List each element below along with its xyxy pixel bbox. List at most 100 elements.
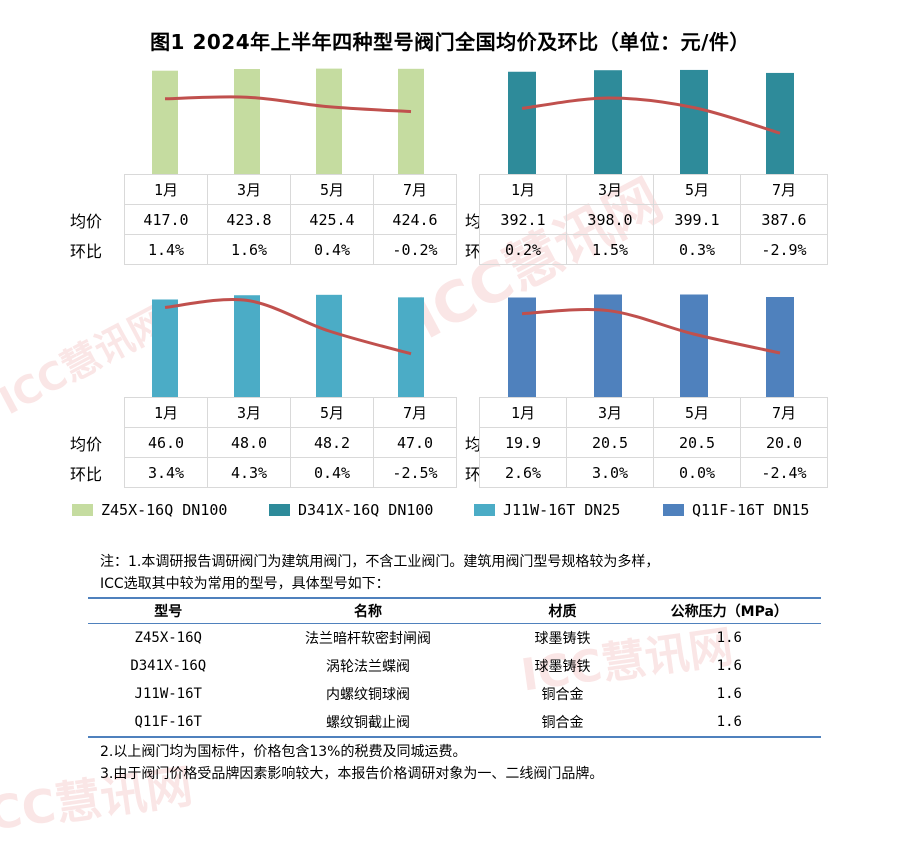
spec-cell: 1.6 <box>716 686 742 702</box>
value-label: 417.0 <box>124 204 208 235</box>
legend-item: Q11F-16T DN15 <box>663 501 809 519</box>
category-label: 3月 <box>207 174 291 205</box>
legend-item: J11W-16T DN25 <box>474 501 620 519</box>
chart-panel-d341x: 1月 3月 5月 7月 均价 392.1 398.0 399.1 387.6 环… <box>465 62 885 272</box>
bar-4 <box>766 72 794 174</box>
row-label-mom: 环比 <box>70 464 103 484</box>
mom-label: 0.4% <box>290 457 374 488</box>
bar-1 <box>508 71 536 174</box>
note-line: 3.由于阀门价格受品牌因素影响较大，本报告价格调研对象为一、二线阀门品牌。 <box>100 766 604 782</box>
value-label: 423.8 <box>207 204 291 235</box>
category-label: 7月 <box>740 397 828 428</box>
spec-header: 型号 <box>88 597 249 624</box>
model-spec-table: 型号 名称 材质 公称压力（MPa） Z45X-16Q 法兰暗杆软密封闸阀 球墨… <box>88 597 821 738</box>
legend-label: Z45X-16Q DN100 <box>101 501 228 519</box>
value-label: 20.5 <box>566 427 654 458</box>
spec-cell: 1.6 <box>716 630 742 646</box>
category-label: 7月 <box>740 174 828 205</box>
category-label: 5月 <box>653 174 741 205</box>
row-label-mom: 环比 <box>465 464 480 484</box>
legend-swatch <box>269 504 290 516</box>
legend-swatch <box>474 504 495 516</box>
data-table-j11w: 1月 3月 5月 7月 均价 46.0 48.0 48.2 47.0 环比 3.… <box>70 397 457 488</box>
mom-label: 3.0% <box>566 457 654 488</box>
spec-header: 名称 <box>248 597 488 624</box>
mom-label: 0.0% <box>653 457 741 488</box>
category-label: 1月 <box>479 397 567 428</box>
spec-cell: 法兰暗杆软密封闸阀 <box>304 631 431 647</box>
bar-1 <box>152 299 178 397</box>
mom-trend-line <box>521 308 781 355</box>
category-label: 5月 <box>290 174 374 205</box>
spec-cell: Q11F-16T <box>88 708 249 738</box>
bar-4 <box>766 297 794 397</box>
category-label: 7月 <box>373 397 457 428</box>
bar-4 <box>398 297 424 397</box>
legend-item: D341X-16Q DN100 <box>269 501 433 519</box>
spec-cell: 螺纹铜截止阀 <box>248 708 488 738</box>
spec-cell: 铜合金 <box>541 687 584 703</box>
legend-label: Q11F-16T DN15 <box>692 501 810 519</box>
mom-trend-line <box>164 95 412 114</box>
value-label: 424.6 <box>373 204 457 235</box>
chart-legend: Z45X-16Q DN100 D341X-16Q DN100 J11W-16T … <box>0 501 900 521</box>
chart-plot-j11w <box>152 294 424 397</box>
spec-cell: 铜合金 <box>487 708 638 738</box>
chart-title: 图1 2024年上半年四种型号阀门全国均价及环比（单位：元/件） <box>150 30 750 54</box>
chart-panel-j11w: 1月 3月 5月 7月 均价 46.0 48.0 48.2 47.0 环比 3.… <box>70 287 490 497</box>
row-label-price: 均价 <box>465 434 480 454</box>
mom-label: 4.3% <box>207 457 291 488</box>
value-label: 47.0 <box>373 427 457 458</box>
spec-cell: J11W-16T <box>134 686 202 702</box>
spec-cell: 球墨铸铁 <box>534 631 591 647</box>
mom-trend-line <box>521 96 781 135</box>
mom-label: -2.4% <box>740 457 828 488</box>
chart-panel-z45x: 1月 3月 5月 7月 均价 417.0 423.8 425.4 424.6 环… <box>70 62 490 272</box>
bar-3 <box>680 294 708 397</box>
value-label: 20.5 <box>653 427 741 458</box>
mom-label: -2.9% <box>740 234 828 265</box>
category-label: 5月 <box>653 397 741 428</box>
spec-cell: D341X-16Q <box>130 658 207 674</box>
value-label: 20.0 <box>740 427 828 458</box>
spec-cell: 涡轮法兰蝶阀 <box>325 659 410 675</box>
category-label: 1月 <box>124 174 208 205</box>
legend-swatch <box>72 504 93 516</box>
bar-2 <box>594 70 622 174</box>
bar-2 <box>234 69 260 174</box>
mom-label: -2.5% <box>373 457 457 488</box>
row-label-mom: 环比 <box>465 241 480 261</box>
bar-2 <box>234 295 260 397</box>
data-table-z45x: 1月 3月 5月 7月 均价 417.0 423.8 425.4 424.6 环… <box>70 174 457 265</box>
mom-label: 0.4% <box>290 234 374 265</box>
chart-plot-q11f <box>508 294 794 397</box>
spec-cell: 1.6 <box>716 658 742 674</box>
spec-cell: 1.6 <box>637 708 821 738</box>
row-label-price: 均价 <box>465 211 480 231</box>
mom-trend-line <box>164 297 412 356</box>
row-label-price: 均价 <box>70 434 103 454</box>
spec-header: 公称压力（MPa） <box>637 597 821 624</box>
mom-label: -0.2% <box>373 234 457 265</box>
mom-label: 2.6% <box>479 457 567 488</box>
category-label: 3月 <box>566 174 654 205</box>
value-label: 48.0 <box>207 427 291 458</box>
category-label: 1月 <box>124 397 208 428</box>
mom-label: 1.6% <box>207 234 291 265</box>
bar-4 <box>398 68 424 174</box>
chart-plot-z45x <box>152 68 424 174</box>
value-label: 425.4 <box>290 204 374 235</box>
legend-label: J11W-16T DN25 <box>503 501 621 519</box>
category-label: 3月 <box>566 397 654 428</box>
spec-header: 材质 <box>487 597 638 624</box>
bar-1 <box>152 70 178 174</box>
mom-label: 3.4% <box>124 457 208 488</box>
bar-3 <box>680 69 708 174</box>
chart-panel-q11f: 1月 3月 5月 7月 均价 19.9 20.5 20.5 20.0 环比 2.… <box>465 287 885 497</box>
bar-3 <box>316 68 342 174</box>
value-label: 387.6 <box>740 204 828 235</box>
mom-label: 0.3% <box>653 234 741 265</box>
spec-cell: 内螺纹铜球阀 <box>325 687 410 703</box>
chart-plot-d341x <box>508 69 794 174</box>
category-label: 7月 <box>373 174 457 205</box>
